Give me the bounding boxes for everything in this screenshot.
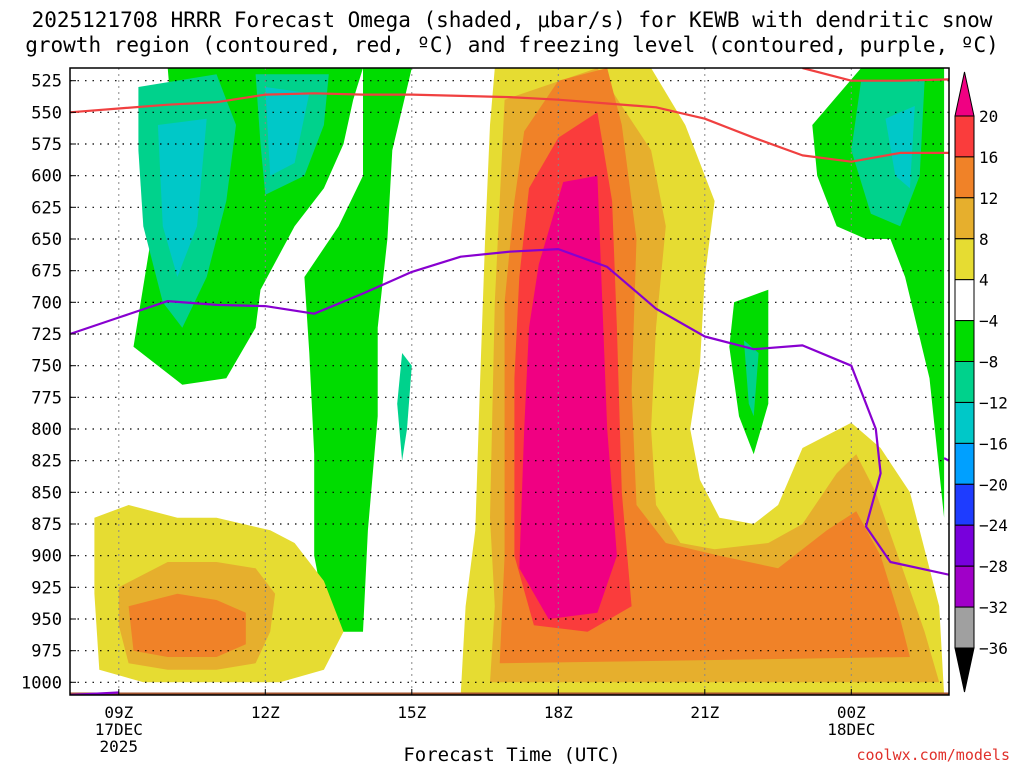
dgz-contour-0 <box>70 92 949 163</box>
y-tick-label-825: 825 <box>31 452 62 472</box>
colorbar-top-triangle <box>954 71 975 117</box>
y-tick-label-625: 625 <box>31 198 62 218</box>
colorbar-bin-8 <box>954 442 975 485</box>
colorbar-bin-5 <box>954 320 975 363</box>
y-tick-label-700: 700 <box>31 293 62 313</box>
y-tick-label-600: 600 <box>31 167 62 187</box>
y-tick-label-750: 750 <box>31 357 62 377</box>
omega-region-19 <box>519 175 617 619</box>
credit-link[interactable]: coolwx.com/models <box>856 746 1010 764</box>
colorbar-label-13: −36 <box>979 639 1008 658</box>
y-tick-label-950: 950 <box>31 610 62 630</box>
x-tick-label-18Z: 18Z <box>544 703 573 722</box>
omega-region-1 <box>304 68 412 632</box>
omega-region-9 <box>157 118 207 277</box>
colorbar-label-12: −32 <box>979 598 1008 617</box>
chart-title-line2: growth region (contoured, red, ºC) and f… <box>25 33 999 57</box>
y-tick-label-875: 875 <box>31 515 62 535</box>
omega-region-11 <box>885 106 915 189</box>
colorbar-label-5: −4 <box>979 312 998 331</box>
x-tick-label-15Z: 15Z <box>397 703 426 722</box>
colorbar-bottom-triangle <box>954 647 975 693</box>
colorbar-label-3: 8 <box>979 230 989 249</box>
y-tick-label-1000: 1000 <box>21 673 62 693</box>
x-tick-label-21Z: 21Z <box>690 703 719 722</box>
colorbar-label-9: −20 <box>979 475 1008 494</box>
colorbar-label-6: −8 <box>979 353 998 372</box>
y-tick-label-725: 725 <box>31 325 62 345</box>
colorbar-bin-2 <box>954 197 975 240</box>
colorbar-bin-10 <box>954 524 975 567</box>
colorbar-label-7: −12 <box>979 394 1008 413</box>
y-axis: 525 550 575 600 625 650 675 700 725 750 775 800 825 8… <box>21 72 76 693</box>
y-tick-label-900: 900 <box>31 547 62 567</box>
contour-lines-layer <box>70 68 949 695</box>
x-tick-label-09Z: 09Z <box>104 703 133 722</box>
colorbar-label-11: −28 <box>979 557 1008 576</box>
omega-region-17 <box>128 593 246 657</box>
y-tick-label-550: 550 <box>31 103 62 123</box>
x-tick-label-2025: 2025 <box>100 737 139 756</box>
x-axis-label: Forecast Time (UTC) <box>403 744 621 766</box>
plot-frame <box>69 67 950 696</box>
freezing-level-contour-2 <box>943 457 949 462</box>
dgz-contour-1 <box>802 68 949 82</box>
y-tick-label-575: 575 <box>31 135 62 155</box>
x-tick-label-17DEC: 17DEC <box>95 720 143 739</box>
y-tick-label-975: 975 <box>31 642 62 662</box>
x-tick-label-00Z: 00Z <box>837 703 866 722</box>
y-tick-label-850: 850 <box>31 483 62 503</box>
y-tick-label-925: 925 <box>31 578 62 598</box>
colorbar-label-0: 20 <box>979 107 998 126</box>
colorbar-bin-12 <box>954 606 975 649</box>
freezing-level-contour-0 <box>70 248 949 576</box>
colorbar-bin-11 <box>954 565 975 608</box>
colorbar-label-8: −16 <box>979 434 1008 453</box>
colorbar-label-1: 16 <box>979 148 998 167</box>
y-tick-label-775: 775 <box>31 388 62 408</box>
colorbar-bin-4 <box>954 279 975 322</box>
y-tick-label-800: 800 <box>31 420 62 440</box>
y-tick-label-525: 525 <box>31 72 62 92</box>
colorbar-bin-0 <box>954 115 975 158</box>
y-tick-label-675: 675 <box>31 262 62 282</box>
y-tick-label-650: 650 <box>31 230 62 250</box>
colorbar-bin-9 <box>954 483 975 526</box>
colorbar-bin-6 <box>954 361 975 403</box>
grid-layer <box>70 68 949 695</box>
colorbar-label-10: −24 <box>979 516 1008 535</box>
omega-region-8 <box>743 340 759 417</box>
colorbar-bin-1 <box>954 156 975 199</box>
omega-region-10 <box>265 87 310 176</box>
colorbar-label-2: 12 <box>979 189 998 208</box>
colorbar-label-4: 4 <box>979 271 989 290</box>
x-tick-label-18DEC: 18DEC <box>827 720 875 739</box>
colorbar-bin-7 <box>954 402 975 444</box>
x-tick-label-12Z: 12Z <box>251 703 280 722</box>
omega-region-7 <box>397 353 412 461</box>
colorbar-bin-3 <box>954 238 975 281</box>
chart-title-line1: 2025121708 HRRR Forecast Omega (shaded, … <box>31 8 993 32</box>
colorbar: 20 16 12 8 4 −4 −8 −12 −16 −20 −24 −28 −32 −36 <box>954 71 1008 693</box>
omega-shading-layer <box>70 68 949 695</box>
terrain-strip <box>70 692 949 695</box>
